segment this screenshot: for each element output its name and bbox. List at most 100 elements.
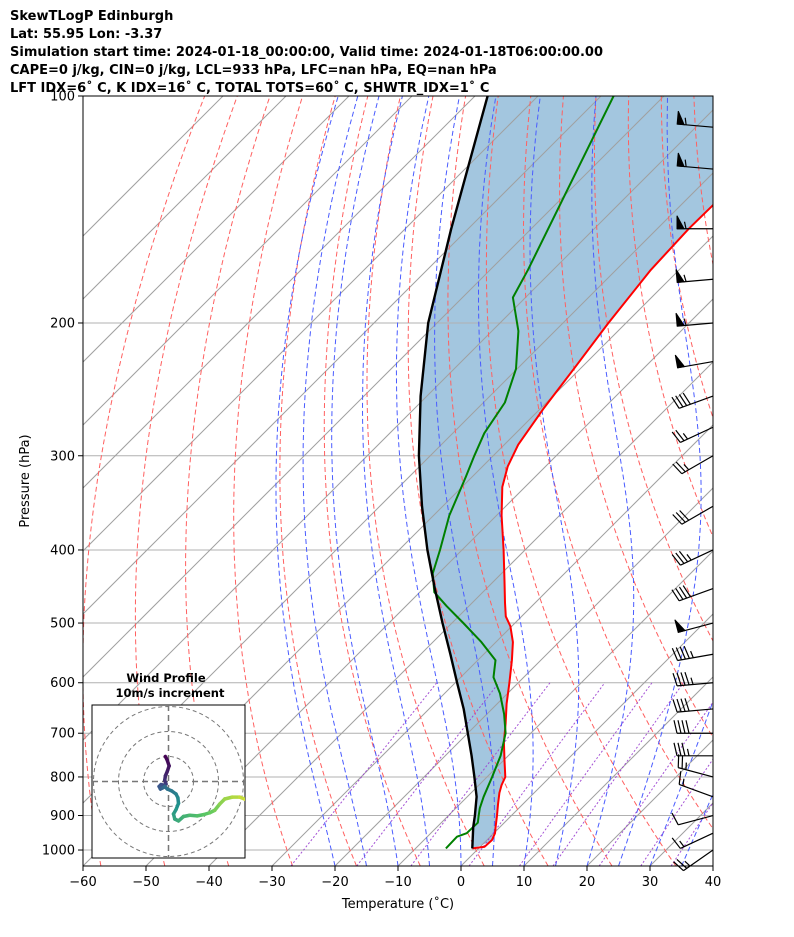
- wind-barb-staff: [677, 653, 714, 662]
- wind-barb-full: [671, 431, 681, 443]
- wind-barb-flag: [675, 312, 685, 327]
- wind-barb-full: [673, 742, 678, 756]
- moist-adiabat: [681, 792, 713, 866]
- wind-barb-full: [680, 698, 686, 712]
- wind-barb-staff: [680, 549, 714, 566]
- wind-barb-full: [678, 586, 688, 599]
- mixing-ratio-line: [640, 758, 713, 866]
- wind-barb-full: [678, 394, 688, 406]
- x-tick-label: 20: [579, 875, 596, 890]
- wind-barb-half: [690, 650, 694, 658]
- dry-adiabat: [693, 96, 713, 267]
- isotherm-line: [397, 550, 713, 866]
- y-tick-label: 100: [50, 90, 75, 105]
- isotherm-line: [334, 487, 713, 866]
- wind-barb-full: [673, 720, 678, 734]
- y-tick-label: 600: [50, 676, 75, 691]
- wind-barb-full: [684, 671, 690, 686]
- wind-barb-full: [684, 698, 690, 712]
- indices-line-2: LFT IDX=6˚ C, K IDX=16˚ C, TOTAL TOTS=60…: [10, 81, 490, 96]
- chart-header: SkewTLogP Edinburgh Lat: 55.95 Lon: -3.3…: [10, 8, 603, 98]
- wind-barb-staff: [681, 455, 714, 475]
- isotherm-line: [83, 96, 665, 678]
- wind-barbs: [671, 110, 714, 872]
- wind-barb-half: [682, 778, 685, 786]
- chart-title: SkewTLogP Edinburgh: [10, 9, 174, 24]
- isotherm-line: [83, 96, 602, 615]
- wind-barb-staff: [681, 505, 714, 525]
- dry-adiabat: [759, 96, 794, 866]
- y-tick-label: 500: [50, 617, 75, 632]
- parcel-path: [417, 96, 489, 849]
- hodograph-title: Wind Profile: [126, 671, 206, 685]
- moist-adiabat: [275, 96, 339, 866]
- isotherm-line: [83, 96, 413, 426]
- isotherm-line: [83, 96, 350, 363]
- wind-barb-half: [683, 221, 687, 229]
- mixing-ratio-line: [670, 801, 713, 866]
- x-axis: −60 −50 −40 −30 −20 −10 0 10 20 30 40: [69, 866, 721, 890]
- hodograph-segment: [252, 798, 256, 800]
- wind-barb-full: [678, 771, 682, 785]
- wind-barb-full: [681, 720, 686, 734]
- x-tick-label: −20: [321, 875, 348, 890]
- wind-barb-full: [672, 514, 683, 525]
- wind-barb-half: [682, 433, 689, 440]
- dry-adiabat: [279, 96, 357, 866]
- temperature-profile: [472, 203, 713, 850]
- wind-barb-full: [675, 429, 685, 442]
- wind-barb-staff: [683, 849, 714, 872]
- isotherm-line: [460, 613, 713, 866]
- wind-barb-half: [684, 117, 687, 125]
- wind-barb-full: [671, 589, 680, 602]
- wind-barb-half: [683, 274, 687, 282]
- time-line: Simulation start time: 2024-01-18_00:00:…: [10, 45, 603, 60]
- mixing-ratio-line: [290, 682, 438, 866]
- wind-barb-full: [682, 585, 691, 598]
- wind-barb-full: [678, 550, 689, 563]
- wind-barb-full: [685, 720, 690, 734]
- wind-barb-full: [675, 512, 686, 523]
- isotherm-line: [83, 96, 287, 300]
- y-axis-title: Pressure (hPa): [18, 434, 33, 527]
- moist-adiabat: [586, 96, 635, 866]
- y-tick-label: 400: [50, 543, 75, 558]
- dry-adiabat: [447, 96, 613, 866]
- y-tick-label: 200: [50, 316, 75, 331]
- x-tick-label: −10: [384, 875, 411, 890]
- mixing-ratio-line: [356, 682, 500, 866]
- wind-barb-full: [672, 673, 678, 687]
- x-tick-label: 10: [516, 875, 533, 890]
- wind-barb-full: [675, 647, 683, 661]
- wind-barb-flag: [675, 269, 685, 283]
- dry-adiabat: [559, 96, 713, 739]
- wind-barb-full: [677, 742, 682, 756]
- wind-barb-staff: [680, 426, 714, 444]
- wind-barb-staff: [678, 783, 714, 798]
- wind-barb-full: [671, 554, 681, 566]
- plot-area: [83, 96, 794, 866]
- wind-barb-staff: [680, 832, 714, 849]
- isotherm-line: [271, 424, 713, 866]
- wind-barb-flag: [676, 152, 685, 168]
- indices-line-1: CAPE=0 j/kg, CIN=0 j/kg, LCL=933 hPa, LF…: [10, 63, 497, 78]
- wind-barb-half: [690, 677, 694, 685]
- x-tick-label: −30: [258, 875, 285, 890]
- wind-barb-half: [683, 318, 687, 326]
- hodograph-segment: [256, 795, 259, 798]
- hodograph-inset: Wind Profile 10m/s increment: [91, 671, 259, 859]
- wind-barb-staff: [678, 814, 714, 826]
- x-tick-label: −50: [132, 875, 159, 890]
- y-tick-label: 1000: [42, 844, 75, 859]
- dry-adiabat: [727, 96, 794, 866]
- wind-barb-half: [684, 159, 687, 167]
- x-tick-label: 0: [457, 875, 465, 890]
- wind-barb-full: [675, 587, 684, 600]
- wind-barb-half: [683, 464, 690, 471]
- x-axis-title: Temperature (˚C): [341, 896, 454, 912]
- wind-barb-full: [681, 742, 686, 756]
- wind-barb-half: [686, 554, 692, 561]
- mixing-ratio-line: [518, 682, 653, 866]
- dry-adiabat: [485, 96, 677, 866]
- location-line: Lat: 55.95 Lon: -3.37: [10, 27, 163, 42]
